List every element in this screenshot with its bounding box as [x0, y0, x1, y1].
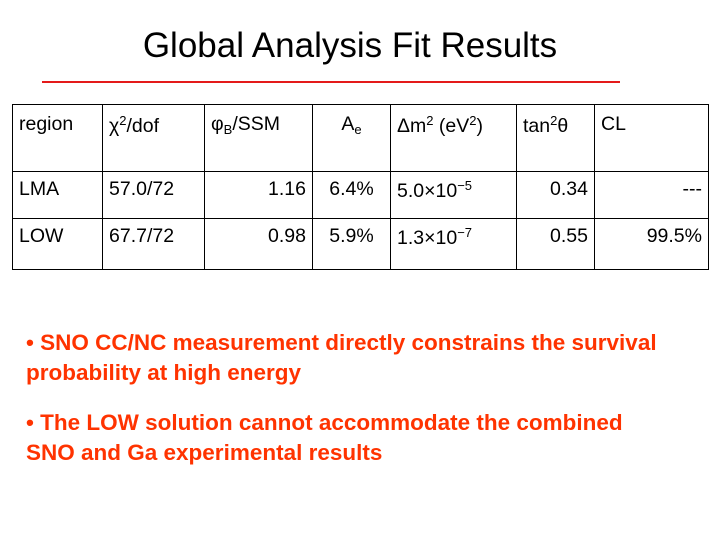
header-text: Δm — [397, 115, 427, 137]
header-cell: tan2θ — [516, 104, 595, 172]
header-cell: χ2/dof — [102, 104, 205, 172]
title-rule — [42, 81, 620, 83]
table-row: LOW 67.7/72 0.98 5.9% 1.3×10−7 0.55 99.5… — [12, 218, 709, 270]
header-text: χ — [109, 115, 120, 137]
header-sup: 2 — [119, 113, 127, 128]
header-text: tan — [523, 115, 551, 137]
header-text: A — [341, 113, 355, 135]
header-text: /dof — [126, 115, 160, 137]
header-text: ) — [476, 115, 484, 137]
header-cell: Δm2 (eV2) — [390, 104, 517, 172]
table-cell: 0.55 — [516, 218, 595, 270]
bullet: • The LOW solution cannot accommodate th… — [26, 410, 623, 465]
table-cell: 1.3×10−7 — [390, 218, 517, 270]
table-cell: --- — [594, 171, 709, 219]
table-cell: 99.5% — [594, 218, 709, 270]
cell-sup: −7 — [457, 225, 473, 240]
table-row: LMA 57.0/72 1.16 6.4% 5.0×10−5 0.34 --- — [12, 171, 709, 219]
header-text: φ — [211, 113, 224, 135]
header-row: region χ2/dof φB/SSM Ae Δm2 (eV2) tan2θ … — [12, 104, 709, 172]
slide-title: Global Analysis Fit Results — [142, 26, 558, 65]
header-text: (eV — [433, 115, 470, 137]
table-cell: 67.7/72 — [102, 218, 205, 270]
results-table: region χ2/dof φB/SSM Ae Δm2 (eV2) tan2θ … — [12, 104, 709, 270]
table-cell: 0.34 — [516, 171, 595, 219]
table-cell: 5.0×10−5 — [390, 171, 517, 219]
table-cell: LOW — [12, 218, 103, 270]
header-text: /SSM — [232, 113, 281, 135]
header-sup: 2 — [469, 113, 477, 128]
table-cell: 1.16 — [204, 171, 313, 219]
header-cell: φB/SSM — [204, 104, 313, 172]
table-cell: 6.4% — [312, 171, 391, 219]
bullet: • SNO CC/NC measurement directly constra… — [26, 330, 657, 385]
header-text: θ — [557, 115, 569, 137]
header-cell: region — [12, 104, 103, 172]
header-text: region — [19, 113, 74, 135]
header-sub: B — [223, 122, 233, 137]
header-cell: CL — [594, 104, 709, 172]
cell-sup: −5 — [457, 178, 473, 193]
header-sup: 2 — [426, 113, 434, 128]
header-sub: e — [354, 122, 362, 137]
header-sup: 2 — [550, 113, 558, 128]
table-cell: 5.9% — [312, 218, 391, 270]
header-text: CL — [601, 113, 626, 135]
cell-text: 5.0×10 — [397, 180, 458, 202]
cell-text: 1.3×10 — [397, 227, 458, 249]
table-cell: 0.98 — [204, 218, 313, 270]
header-cell: Ae — [312, 104, 391, 172]
bullet-list: • SNO CC/NC measurement directly constra… — [26, 328, 666, 488]
table-cell: LMA — [12, 171, 103, 219]
table-cell: 57.0/72 — [102, 171, 205, 219]
